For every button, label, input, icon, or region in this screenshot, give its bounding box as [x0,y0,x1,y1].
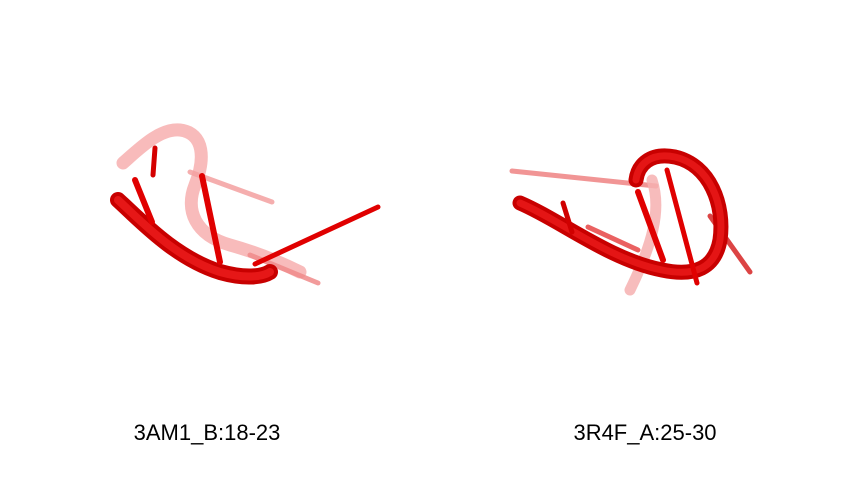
backbone-back-left [116,123,307,279]
structure-label-right: 3R4F_A:25-30 [573,420,717,445]
structure-label-left: 3AM1_B:18-23 [133,420,281,445]
backbone-front-left [110,192,278,285]
rna-structure-render-right [509,148,753,296]
structure-panel-right: 3R4F_A:25-30 [430,0,860,480]
rna-structure-render-left [110,123,381,286]
backbone-front-right [512,148,729,280]
base-sticks-front-left [132,173,381,267]
structure-panel-left: 3AM1_B:18-23 [110,123,381,445]
base-sticks-front-right [560,167,700,286]
